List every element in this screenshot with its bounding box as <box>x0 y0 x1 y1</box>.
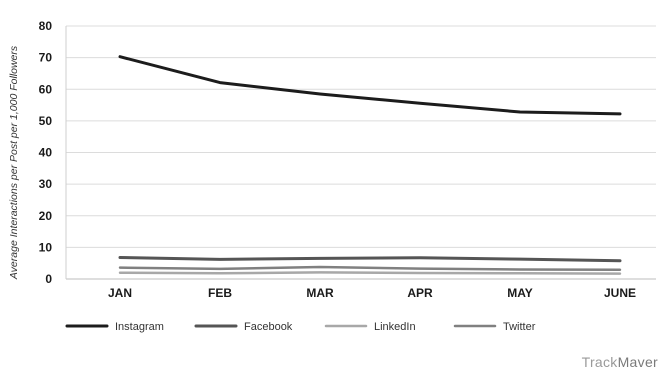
y-axis-ticks: 0 10 20 30 40 50 60 70 80 <box>39 19 53 286</box>
watermark-light: Track <box>581 354 618 370</box>
x-tick-label: MAR <box>306 286 334 300</box>
y-tick-label: 40 <box>39 146 53 160</box>
legend-label-instagram: Instagram <box>115 321 164 333</box>
legend-label-twitter: Twitter <box>503 321 536 333</box>
y-tick-label: 0 <box>45 272 52 286</box>
legend-label-facebook: Facebook <box>244 321 293 333</box>
y-tick-label: 60 <box>39 82 53 96</box>
watermark: TrackMaver <box>582 354 658 370</box>
x-tick-label: APR <box>407 286 433 300</box>
y-tick-label: 80 <box>39 19 53 33</box>
series-lines <box>118 55 622 275</box>
legend-label-linkedin: LinkedIn <box>374 321 416 333</box>
x-tick-label: JUNE <box>604 286 636 300</box>
gridlines <box>65 25 656 280</box>
legend: Instagram Facebook LinkedIn Twitter <box>65 321 536 333</box>
series-line-twitter <box>118 265 622 272</box>
y-tick-label: 30 <box>39 177 53 191</box>
x-axis-ticks: JAN FEB MAR APR MAY JUNE <box>108 286 636 300</box>
series-line-facebook <box>118 256 622 263</box>
y-tick-label: 10 <box>39 240 53 254</box>
x-tick-label: FEB <box>208 286 232 300</box>
x-tick-label: MAY <box>507 286 533 300</box>
series-line-linkedin <box>118 271 622 275</box>
y-tick-label: 20 <box>39 209 53 223</box>
y-axis-label: Average Interactions per Post per 1,000 … <box>8 45 20 280</box>
y-tick-label: 50 <box>39 114 53 128</box>
watermark-bold: Maver <box>617 354 658 370</box>
y-tick-label: 70 <box>39 51 53 65</box>
x-tick-label: JAN <box>108 286 132 300</box>
series-line-instagram <box>118 55 622 116</box>
